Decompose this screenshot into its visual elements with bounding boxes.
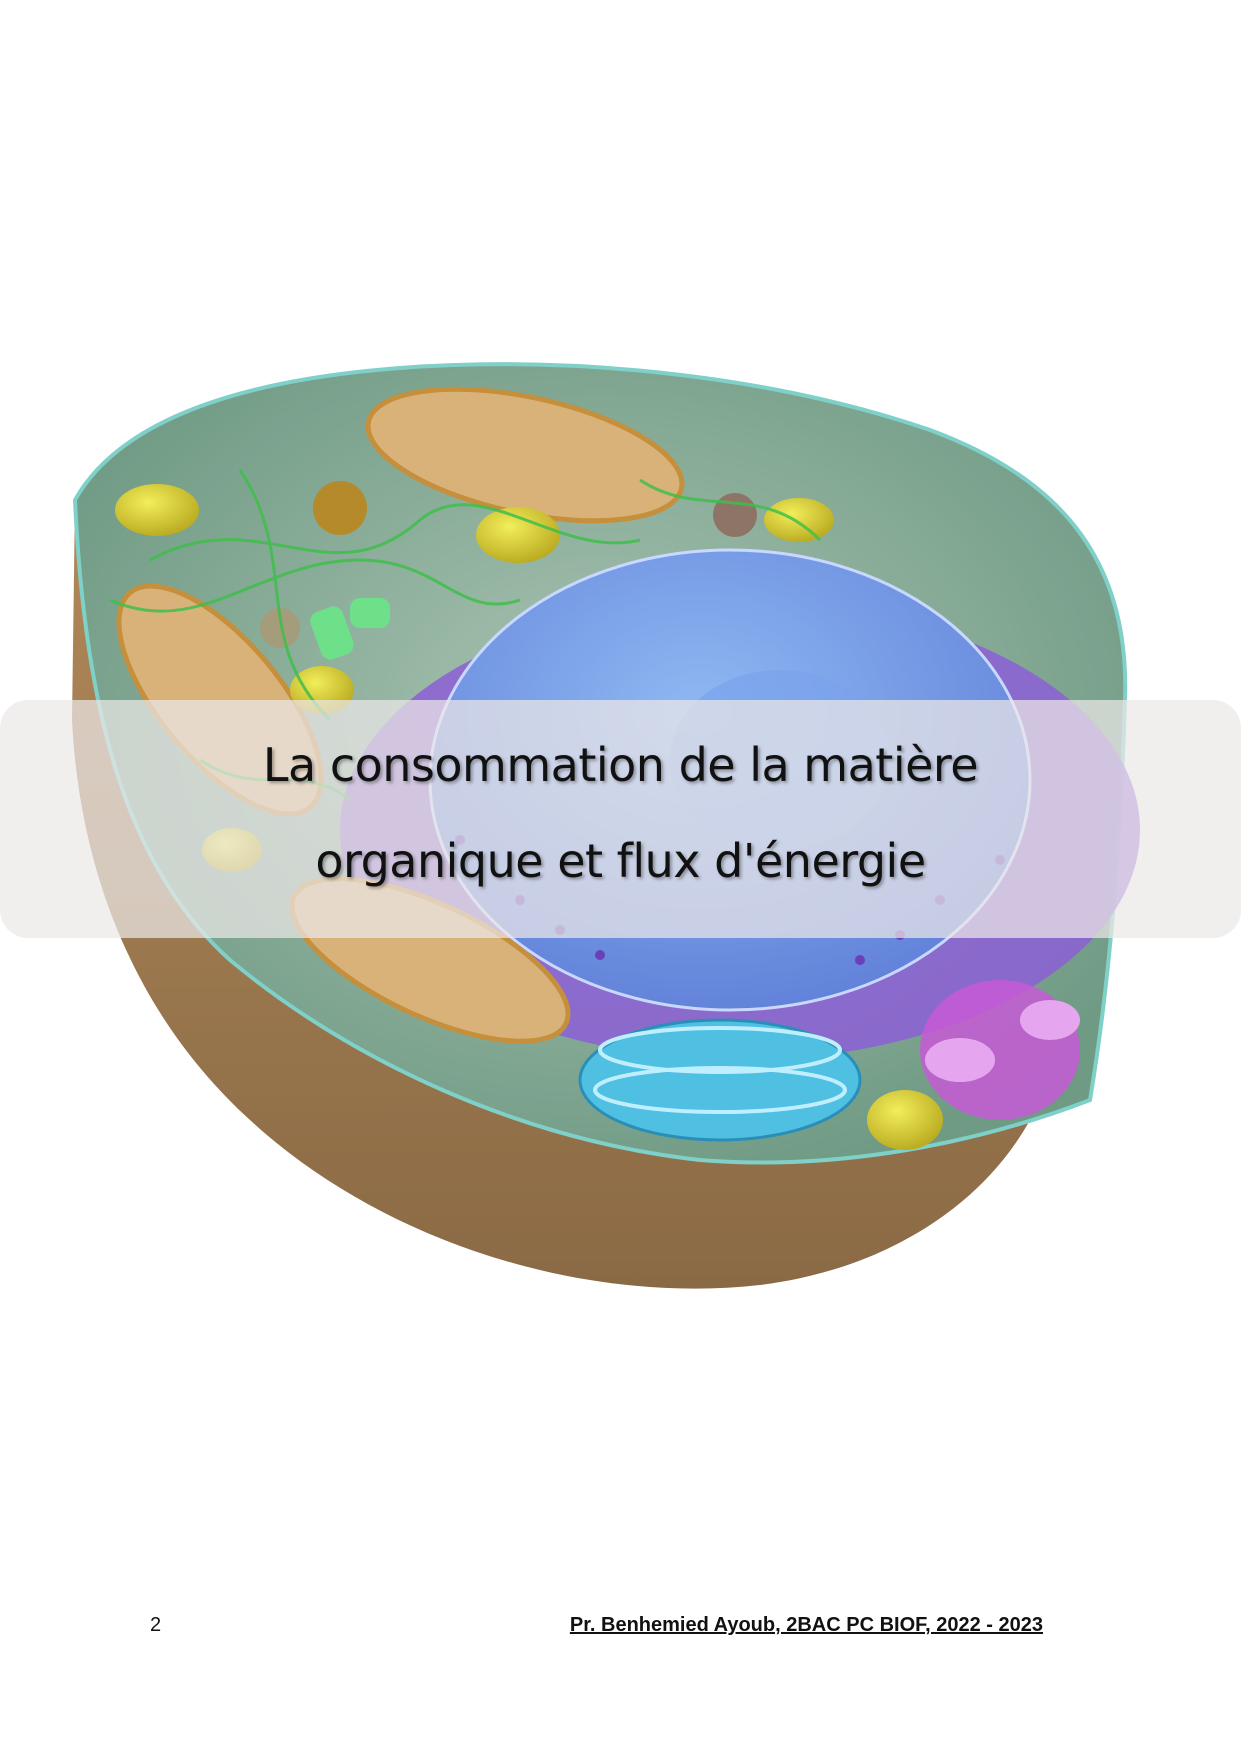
centriole [310, 606, 354, 660]
title-line-1: La consommation de la matière [262, 738, 979, 792]
lysosome [764, 498, 834, 542]
lysosome [867, 1090, 943, 1150]
footer-credit: Pr. Benhemied Ayoub, 2BAC PC BIOF, 2022 … [569, 1614, 1043, 1636]
lysosome [476, 507, 560, 563]
vesicle [313, 481, 367, 535]
title-banner [0, 700, 1241, 938]
page-number: 2 [150, 1614, 162, 1636]
title-line-2: organique et flux d'énergie [315, 834, 926, 888]
lysosome [115, 484, 199, 536]
